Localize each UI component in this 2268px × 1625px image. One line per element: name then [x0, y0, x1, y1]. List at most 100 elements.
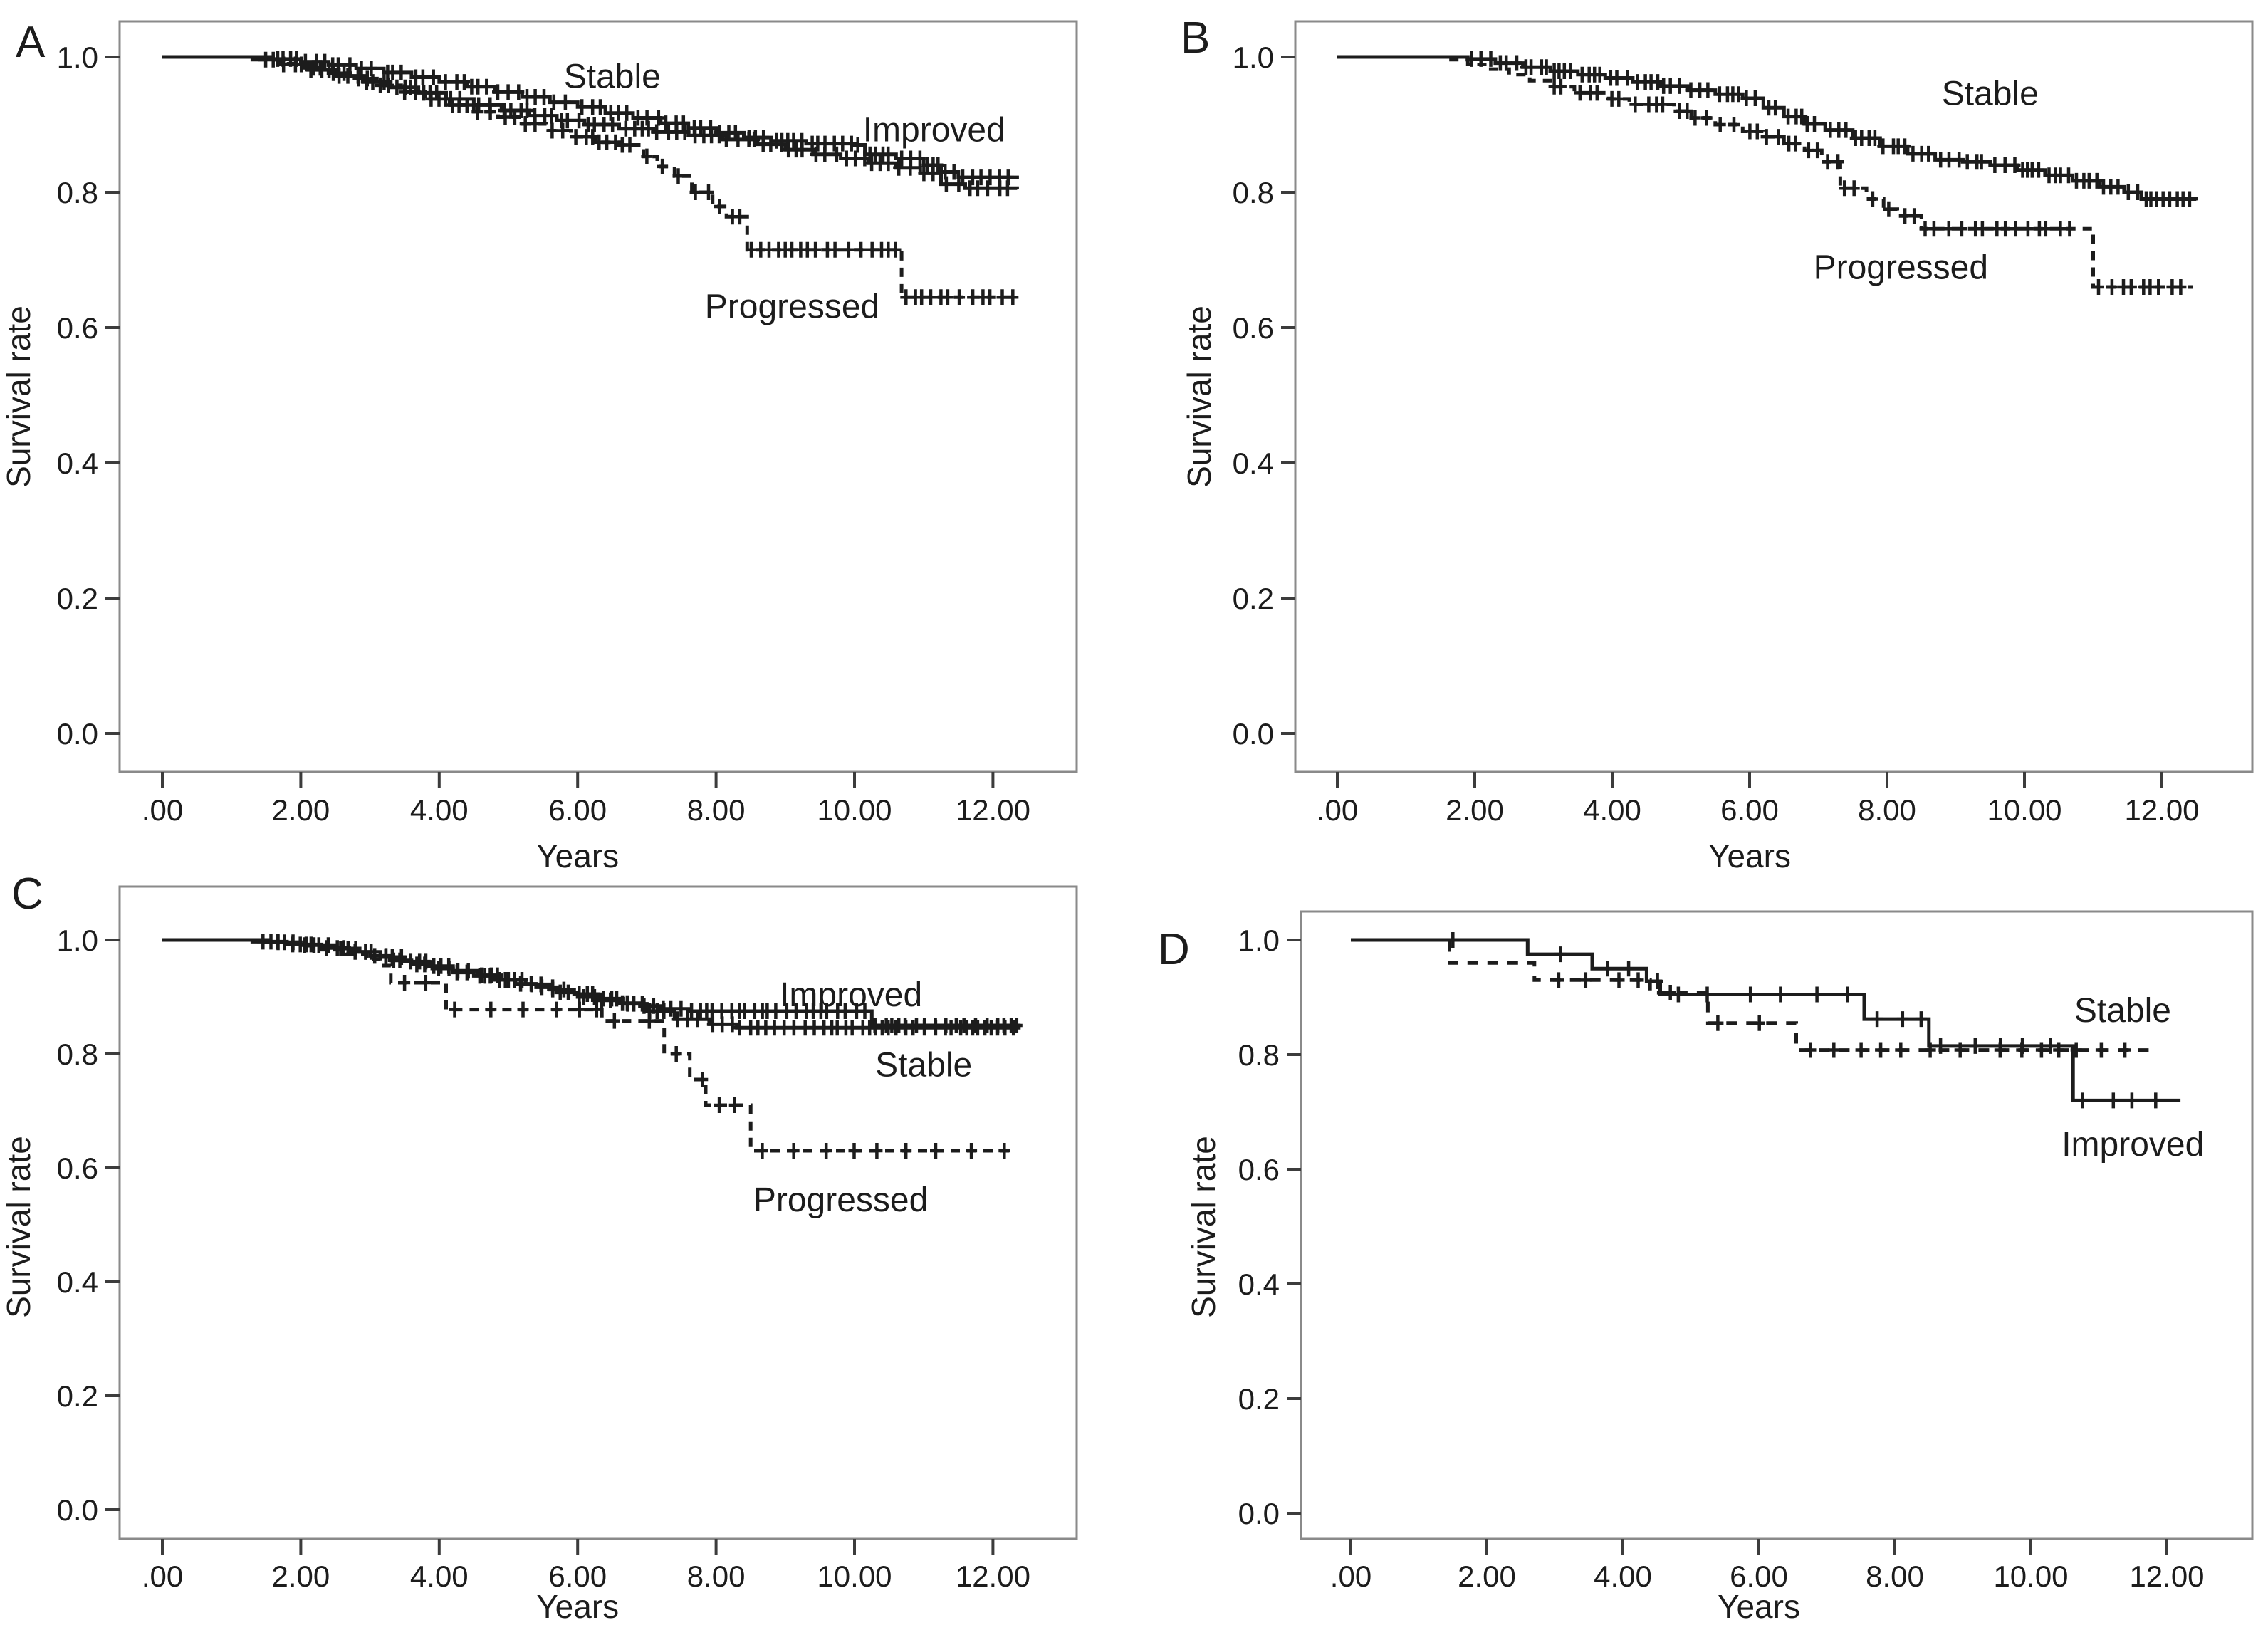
censor-mark: [790, 1003, 802, 1019]
y-axis-tick-label: 1.0: [1233, 41, 1274, 74]
panel-a: A 1.0 0.8 0.6 0.4 0.2 0.0 .00 2.00 4.00 6.00 8.00 10…: [0, 18, 1078, 874]
censor-mark: [848, 1143, 860, 1159]
censor-mark: [1681, 103, 1693, 119]
panel-letter: D: [1158, 925, 1190, 974]
censor-mark: [1673, 78, 1686, 94]
censor-mark: [395, 949, 407, 965]
censor-mark: [1601, 961, 1614, 977]
curve-label-improved: Improved: [863, 112, 1005, 150]
censor-mark: [1848, 180, 1860, 197]
censor-mark: [1772, 129, 1784, 145]
censor-mark: [2095, 1042, 2107, 1058]
y-axis-tick-label: 0.8: [1238, 1038, 1280, 1072]
censor-mark: [538, 89, 550, 105]
plot-frame: [118, 885, 1078, 1540]
censor-mark: [1574, 85, 1586, 101]
y-axis-tick-label: 0.8: [1233, 176, 1274, 209]
curve-label-progressed: Progressed: [753, 1181, 928, 1219]
censor-mark: [2044, 1038, 2057, 1054]
censor-mark: [738, 1003, 751, 1019]
censor-mark: [559, 94, 571, 110]
x-axis-tick-label: 8.00: [1866, 1559, 1924, 1593]
censor-mark: [1976, 221, 1988, 237]
censor-mark: [595, 99, 606, 115]
curve-label-progressed: Progressed: [1814, 249, 1988, 287]
censor-mark: [2053, 1042, 2065, 1058]
censor-mark: [728, 1097, 741, 1113]
censor-mark: [1961, 154, 1973, 170]
censor-mark: [1975, 154, 1987, 170]
x-axis-title: Years: [1708, 837, 1791, 874]
censor-mark: [855, 241, 867, 258]
censor-mark: [1839, 180, 1851, 197]
censor-mark: [716, 1016, 728, 1033]
curve-label-progressed: Progressed: [705, 288, 879, 326]
censor-mark: [2022, 221, 2034, 237]
censor-mark: [820, 1143, 832, 1159]
censor-mark: [548, 94, 560, 110]
censor-mark: [1613, 972, 1625, 988]
censor-mark: [2107, 1092, 2119, 1109]
censor-mark: [2035, 1042, 2047, 1058]
censor-mark: [953, 289, 966, 305]
censor-mark: [2093, 279, 2104, 295]
x-axis-tick-label: 10.00: [1987, 793, 2061, 827]
censor-mark: [681, 1011, 694, 1028]
x-axis-tick-label: 12.00: [956, 793, 1030, 827]
censor-mark: [1745, 986, 1757, 1003]
x-axis-title: Years: [1718, 1588, 1800, 1625]
censor-mark: [1760, 129, 1772, 145]
censor-mark: [521, 103, 533, 119]
y-axis-tick-label: 0.4: [1233, 446, 1274, 480]
x-axis-tick-label: 8.00: [687, 793, 746, 827]
censor-mark: [557, 122, 569, 139]
x-axis-tick-label: 10.00: [817, 793, 892, 827]
censor-mark: [763, 241, 775, 258]
x-axis-tick-label: 12.00: [2124, 793, 2199, 827]
censor-mark: [590, 1001, 602, 1018]
y-axis-tick-label: 0.6: [57, 311, 98, 345]
censor-mark: [1664, 985, 1676, 1001]
censor-mark: [733, 209, 746, 225]
censor-mark: [547, 981, 559, 998]
censor-mark: [829, 241, 841, 258]
censor-mark: [657, 158, 669, 174]
censor-mark: [323, 937, 334, 953]
y-axis-tick-label: 0.6: [57, 1151, 98, 1185]
censor-mark: [621, 105, 633, 121]
censor-mark: [1651, 973, 1663, 989]
censor-mark: [716, 1003, 728, 1019]
censor-mark: [945, 1020, 957, 1036]
censor-mark: [1611, 70, 1623, 86]
censor-mark: [748, 131, 761, 147]
censor-mark: [1001, 180, 1013, 197]
censor-mark: [1540, 59, 1552, 75]
censor-mark: [1877, 138, 1889, 155]
censor-mark: [535, 976, 547, 993]
censor-mark: [670, 1046, 682, 1062]
censor-mark: [1656, 96, 1668, 113]
censor-mark: [770, 1003, 782, 1019]
censor-mark: [361, 70, 373, 87]
censor-mark: [1869, 130, 1881, 146]
x-axis-tick-label: 4.00: [410, 1559, 469, 1593]
censor-mark: [893, 160, 905, 176]
censor-mark: [796, 142, 808, 158]
censor-marks-stable: [1552, 972, 2131, 1058]
censor-mark: [830, 146, 842, 162]
censor-mark: [2183, 191, 2195, 207]
censor-mark: [1855, 1042, 1867, 1058]
censor-mark: [2000, 221, 2012, 237]
censor-mark: [471, 103, 484, 120]
censor-mark: [367, 74, 379, 90]
censor-mark: [1007, 289, 1019, 305]
censor-mark: [642, 120, 654, 137]
censor-mark: [338, 65, 350, 81]
censor-mark: [2063, 167, 2074, 184]
censor-mark: [788, 1143, 800, 1159]
censor-mark: [573, 1001, 585, 1018]
censor-mark: [611, 991, 622, 1007]
